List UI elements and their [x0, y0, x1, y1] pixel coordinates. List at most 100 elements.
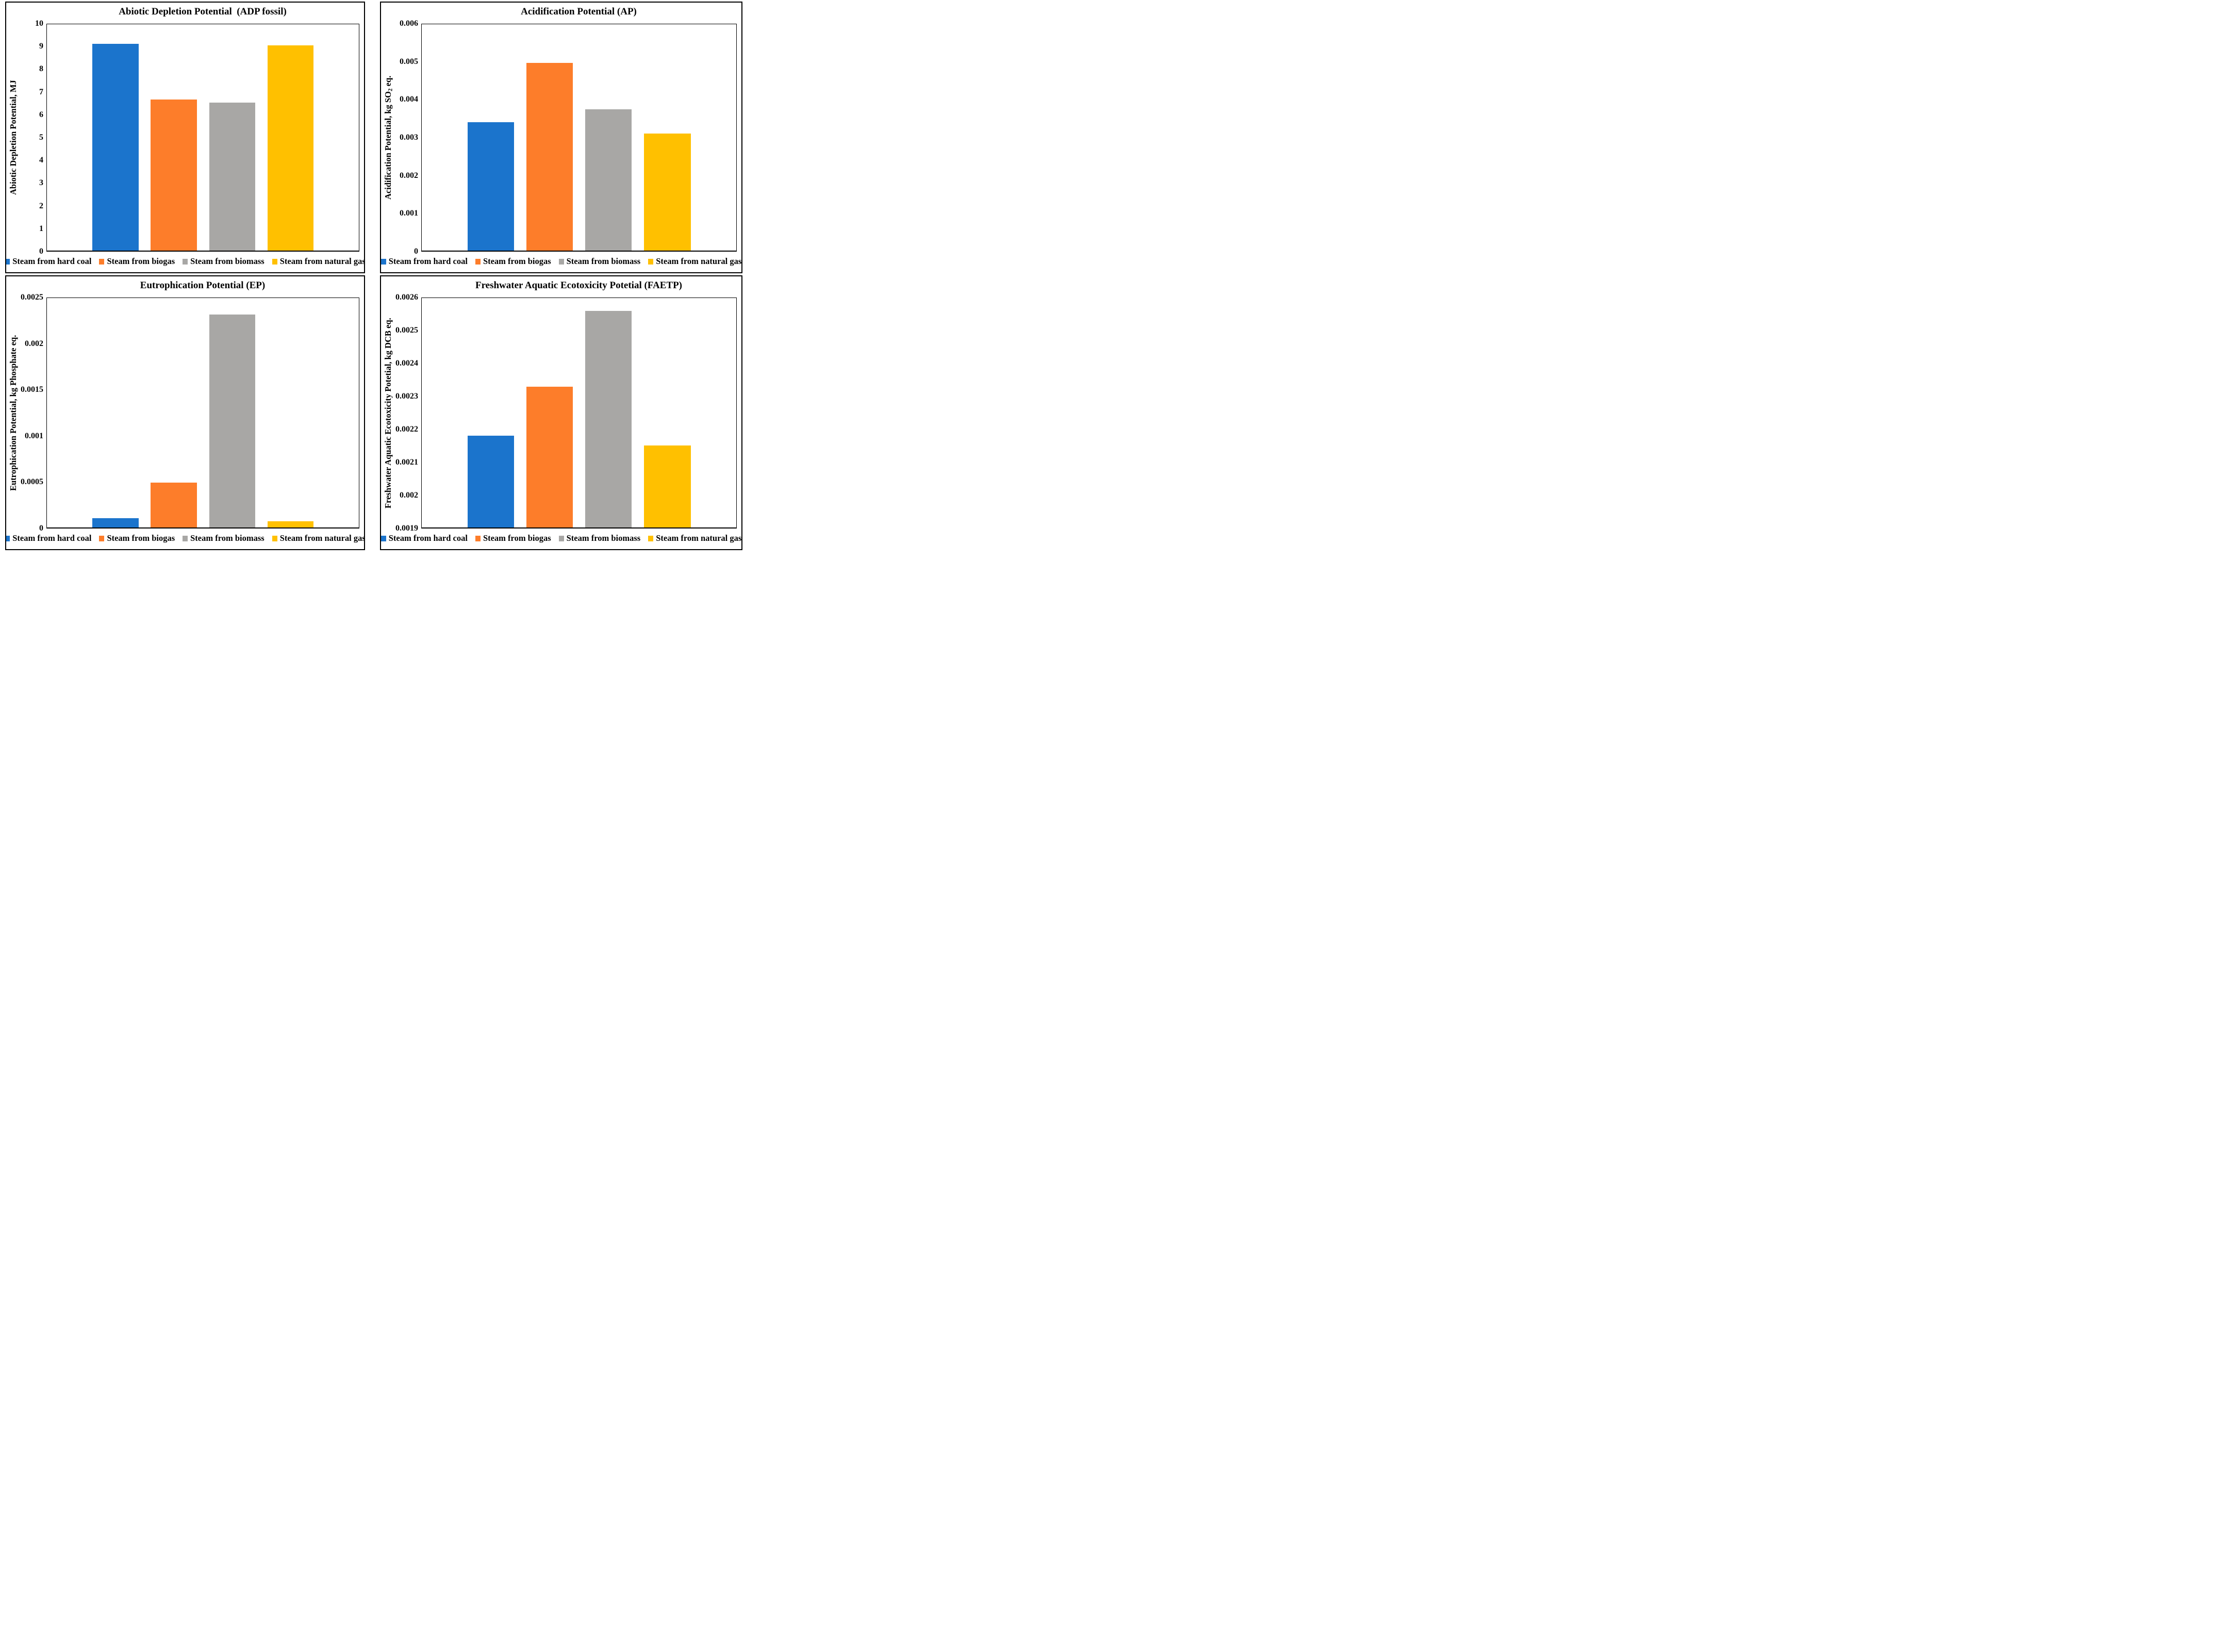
y-tick-label: 0.002 [25, 339, 43, 348]
legend-item-steam-from-hard-coal: Steam from hard coal [6, 256, 92, 267]
chart-title: Abiotic Depletion Potential (ADP fossil) [119, 6, 287, 17]
bar-steam-from-biomass [209, 103, 256, 251]
y-tick-label: 0.0005 [21, 477, 43, 487]
y-tick-label: 0 [39, 524, 43, 533]
y-tick-label: 10 [35, 19, 43, 28]
y-tick-label: 1 [39, 224, 43, 233]
y-tick-label: 2 [39, 201, 43, 210]
legend-label: Steam from hard coal [12, 533, 92, 543]
legend-swatch-icon [475, 535, 481, 541]
bar-steam-from-hard-coal [92, 44, 139, 251]
y-tick-label: 0.0023 [395, 392, 418, 401]
legend-label: Steam from biomass [190, 533, 264, 543]
chart-area: Eutrophication Potential, kg Phosphate e… [8, 293, 361, 533]
legend-swatch-icon [99, 535, 105, 541]
y-tick-label: 3 [39, 178, 43, 188]
y-tick-label: 0.0026 [395, 293, 418, 302]
y-tick-label: 0.0022 [395, 425, 418, 434]
ap-chart-panel: Acidification Potential (AP) Acidificati… [380, 2, 742, 273]
bar-steam-from-natural-gas [644, 445, 691, 527]
legend-label: Steam from biomass [566, 256, 641, 266]
legend-item-steam-from-biomass: Steam from biomass [558, 533, 641, 543]
legend-swatch-icon [648, 535, 654, 541]
legend-swatch-icon [558, 258, 564, 265]
legend-label: Steam from biogas [107, 256, 175, 266]
legend-item-steam-from-natural-gas: Steam from natural gas [272, 256, 365, 267]
ep-chart-panel: Eutrophication Potential (EP) Eutrophica… [5, 275, 365, 550]
legend-swatch-icon [381, 535, 386, 541]
chart-title: Acidification Potential (AP) [521, 6, 637, 17]
y-tick-label: 0.0024 [395, 359, 418, 368]
y-tick-label: 0.001 [25, 431, 43, 440]
legend-label: Steam from biogas [483, 256, 551, 266]
chart-title: Eutrophication Potential (EP) [140, 280, 266, 291]
y-tick-label: 0.0019 [395, 524, 418, 533]
bar-steam-from-hard-coal [468, 436, 515, 527]
adp-fossil-chart-panel: Abiotic Depletion Potential (ADP fossil)… [5, 2, 365, 273]
y-tick-label: 0.003 [400, 133, 418, 142]
legend-item-steam-from-biogas: Steam from biogas [475, 256, 551, 267]
bar-steam-from-biomass [585, 109, 632, 251]
y-tick-label: 0.005 [400, 57, 418, 66]
y-tick-label: 0.0025 [395, 326, 418, 335]
bar-steam-from-biomass [585, 311, 632, 527]
legend-item-steam-from-natural-gas: Steam from natural gas [648, 256, 741, 267]
legend-label: Steam from natural gas [279, 256, 365, 266]
chart-legend: Steam from hard coal Steam from biogas Ste… [381, 252, 741, 271]
y-axis-tick-labels: 0.0026 0.0025 0.0024 0.0023 0.0022 0.0021 0.00… [395, 293, 421, 533]
legend-item-steam-from-natural-gas: Steam from natural gas [648, 533, 741, 543]
bar-steam-from-biogas [526, 63, 573, 251]
chart-legend: Steam from hard coal Steam from biogas Ste… [381, 528, 741, 548]
y-tick-label: 6 [39, 110, 43, 119]
y-tick-label: 9 [39, 42, 43, 51]
legend-swatch-icon [183, 535, 188, 541]
legend-label: Steam from natural gas [279, 533, 365, 543]
y-tick-label: 4 [39, 156, 43, 165]
bar-steam-from-biogas [526, 386, 573, 527]
bar-steam-from-biogas [151, 482, 197, 527]
legend-item-steam-from-hard-coal: Steam from hard coal [381, 256, 468, 267]
legend-swatch-icon [648, 258, 654, 265]
y-tick-label: 7 [39, 87, 43, 96]
legend-label: Steam from hard coal [12, 256, 92, 266]
legend-item-steam-from-biomass: Steam from biomass [183, 533, 264, 543]
legend-swatch-icon [381, 258, 386, 265]
faetp-chart-panel: Freshwater Aquatic Ecotoxicity Potetial … [380, 275, 742, 550]
y-tick-label: 0.006 [400, 19, 418, 28]
y-axis-tick-labels: 0.006 0.005 0.004 0.003 0.002 0.001 0 [398, 20, 421, 256]
legend-swatch-icon [272, 258, 277, 265]
chart-legend: Steam from hard coal Steam from biogas Ste… [6, 252, 364, 271]
bar-steam-from-natural-gas [267, 45, 314, 251]
plot-area [46, 24, 359, 252]
y-tick-label: 0 [39, 247, 43, 256]
y-tick-label: 0.004 [400, 95, 418, 104]
legend-item-steam-from-biogas: Steam from biogas [99, 256, 175, 267]
legend-item-steam-from-biomass: Steam from biomass [558, 256, 641, 267]
y-tick-label: 0.0015 [21, 385, 43, 394]
legend-item-steam-from-hard-coal: Steam from hard coal [381, 533, 468, 543]
legend-label: Steam from hard coal [388, 256, 468, 266]
legend-swatch-icon [99, 258, 105, 265]
y-tick-label: 0.001 [400, 209, 418, 218]
y-axis-label: Eutrophication Potential, kg Phosphate e… [8, 335, 18, 491]
y-axis-tick-labels: 10 9 8 7 6 5 4 3 2 1 0 [23, 20, 46, 256]
chart-legend: Steam from hard coal Steam from biogas Ste… [6, 528, 364, 548]
legend-item-steam-from-natural-gas: Steam from natural gas [272, 533, 365, 543]
legend-label: Steam from biomass [190, 256, 264, 266]
charts-grid: Abiotic Depletion Potential (ADP fossil)… [0, 0, 745, 551]
bar-steam-from-natural-gas [644, 134, 691, 251]
legend-label: Steam from biogas [483, 533, 551, 543]
bar-steam-from-natural-gas [267, 521, 314, 527]
legend-item-steam-from-biogas: Steam from biogas [475, 533, 551, 543]
plot-area [421, 298, 737, 528]
legend-label: Steam from natural gas [656, 256, 742, 266]
legend-item-steam-from-biogas: Steam from biogas [99, 533, 175, 543]
y-tick-label: 0 [414, 247, 418, 256]
legend-swatch-icon [6, 535, 10, 541]
y-axis-label: Abiotic Depletion Potential, MJ [8, 80, 18, 195]
legend-label: Steam from biogas [107, 533, 175, 543]
bar-steam-from-biomass [209, 315, 256, 527]
legend-label: Steam from biomass [566, 533, 641, 543]
legend-label: Steam from natural gas [656, 533, 742, 543]
legend-swatch-icon [558, 535, 564, 541]
